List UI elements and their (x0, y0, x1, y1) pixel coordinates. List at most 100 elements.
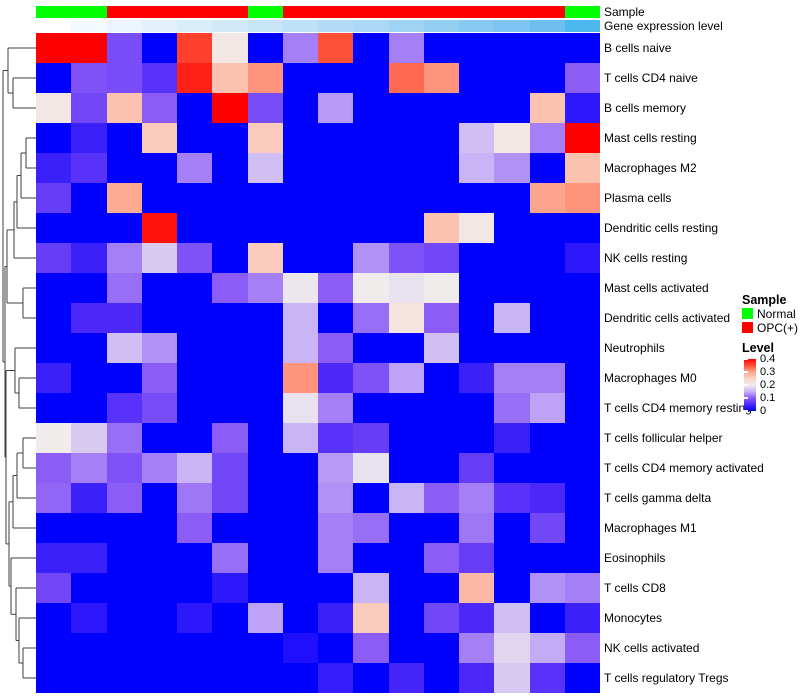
heatmap-cell[interactable] (353, 183, 389, 213)
heatmap-cell[interactable] (142, 63, 177, 93)
heatmap-cell[interactable] (71, 603, 107, 633)
heatmap-cell[interactable] (318, 63, 353, 93)
heatmap-cell[interactable] (36, 303, 71, 333)
heatmap-cell[interactable] (177, 663, 212, 693)
heatmap-cell[interactable] (424, 573, 459, 603)
heatmap-cell[interactable] (177, 183, 212, 213)
heatmap-cell[interactable] (142, 123, 177, 153)
sample-annotation-segment[interactable] (565, 6, 600, 18)
heatmap-cell[interactable] (283, 543, 318, 573)
heatmap-cell[interactable] (494, 453, 530, 483)
sample-annotation-bar[interactable] (36, 6, 600, 18)
heatmap-cell[interactable] (318, 303, 353, 333)
heatmap-cell[interactable] (459, 513, 494, 543)
heatmap-cell[interactable] (283, 93, 318, 123)
heatmap-cell[interactable] (107, 153, 142, 183)
heatmap-cell[interactable] (142, 213, 177, 243)
heatmap-cell[interactable] (565, 123, 600, 153)
heatmap-cell[interactable] (530, 483, 565, 513)
gene-expression-annotation-segment[interactable] (459, 20, 494, 32)
heatmap-cell[interactable] (248, 153, 283, 183)
heatmap-cell[interactable] (494, 543, 530, 573)
heatmap-cell[interactable] (107, 573, 142, 603)
heatmap-cell[interactable] (424, 33, 459, 63)
heatmap-cell[interactable] (494, 63, 530, 93)
heatmap-cell[interactable] (565, 333, 600, 363)
heatmap-cell[interactable] (36, 33, 71, 63)
heatmap-cell[interactable] (36, 183, 71, 213)
heatmap-cell[interactable] (530, 333, 565, 363)
heatmap-cell[interactable] (36, 63, 71, 93)
heatmap-cell[interactable] (389, 63, 424, 93)
sample-annotation-segment[interactable] (248, 6, 283, 18)
gene-expression-annotation-segment[interactable] (71, 20, 107, 32)
heatmap-cell[interactable] (318, 333, 353, 363)
gene-expression-annotation-segment[interactable] (212, 20, 248, 32)
heatmap-cell[interactable] (71, 123, 107, 153)
heatmap-cell[interactable] (212, 153, 248, 183)
heatmap-cell[interactable] (530, 123, 565, 153)
heatmap-cell[interactable] (459, 303, 494, 333)
heatmap-cell[interactable] (459, 63, 494, 93)
heatmap-cell[interactable] (459, 363, 494, 393)
heatmap-cell[interactable] (283, 63, 318, 93)
heatmap-cell[interactable] (459, 183, 494, 213)
heatmap-cell[interactable] (177, 273, 212, 303)
heatmap-cell[interactable] (424, 183, 459, 213)
heatmap-cell[interactable] (71, 393, 107, 423)
heatmap-cell[interactable] (565, 663, 600, 693)
heatmap-cell[interactable] (530, 213, 565, 243)
heatmap-cell[interactable] (459, 663, 494, 693)
heatmap-cell[interactable] (248, 183, 283, 213)
heatmap-cell[interactable] (142, 423, 177, 453)
heatmap-cell[interactable] (283, 633, 318, 663)
heatmap-cell[interactable] (212, 183, 248, 213)
heatmap-cell[interactable] (565, 213, 600, 243)
heatmap-cell[interactable] (71, 423, 107, 453)
heatmap-cell[interactable] (459, 453, 494, 483)
heatmap-cell[interactable] (353, 303, 389, 333)
heatmap-cell[interactable] (565, 483, 600, 513)
sample-annotation-segment[interactable] (212, 6, 248, 18)
heatmap-cell[interactable] (36, 603, 71, 633)
heatmap-cell[interactable] (494, 183, 530, 213)
heatmap-cell[interactable] (36, 273, 71, 303)
heatmap-cell[interactable] (283, 573, 318, 603)
heatmap-cell[interactable] (318, 603, 353, 633)
heatmap-cell[interactable] (283, 333, 318, 363)
heatmap-cell[interactable] (107, 633, 142, 663)
heatmap-cell[interactable] (107, 213, 142, 243)
heatmap-cell[interactable] (565, 303, 600, 333)
heatmap-cell[interactable] (353, 513, 389, 543)
heatmap-cell[interactable] (530, 153, 565, 183)
heatmap-cell[interactable] (283, 423, 318, 453)
heatmap-cell[interactable] (424, 603, 459, 633)
heatmap-cell[interactable] (142, 93, 177, 123)
heatmap-cell[interactable] (494, 483, 530, 513)
heatmap-cell[interactable] (283, 303, 318, 333)
heatmap-cell[interactable] (107, 243, 142, 273)
heatmap-cell[interactable] (248, 543, 283, 573)
heatmap-cell[interactable] (424, 393, 459, 423)
heatmap-cell[interactable] (36, 543, 71, 573)
heatmap-cell[interactable] (530, 93, 565, 123)
heatmap-cell[interactable] (353, 33, 389, 63)
heatmap-cell[interactable] (494, 333, 530, 363)
heatmap-cell[interactable] (494, 363, 530, 393)
heatmap-cell[interactable] (142, 183, 177, 213)
heatmap-cell[interactable] (565, 273, 600, 303)
heatmap-cell[interactable] (318, 243, 353, 273)
heatmap-cell[interactable] (424, 333, 459, 363)
heatmap-cell[interactable] (248, 213, 283, 243)
heatmap-cell[interactable] (494, 393, 530, 423)
heatmap-cell[interactable] (318, 573, 353, 603)
heatmap-cell[interactable] (389, 513, 424, 543)
sample-annotation-segment[interactable] (530, 6, 565, 18)
heatmap-cell[interactable] (494, 603, 530, 633)
heatmap-cell[interactable] (71, 543, 107, 573)
heatmap-cell[interactable] (424, 63, 459, 93)
heatmap-cell[interactable] (424, 153, 459, 183)
heatmap-cell[interactable] (107, 273, 142, 303)
heatmap-cell[interactable] (36, 633, 71, 663)
heatmap-cell[interactable] (353, 363, 389, 393)
